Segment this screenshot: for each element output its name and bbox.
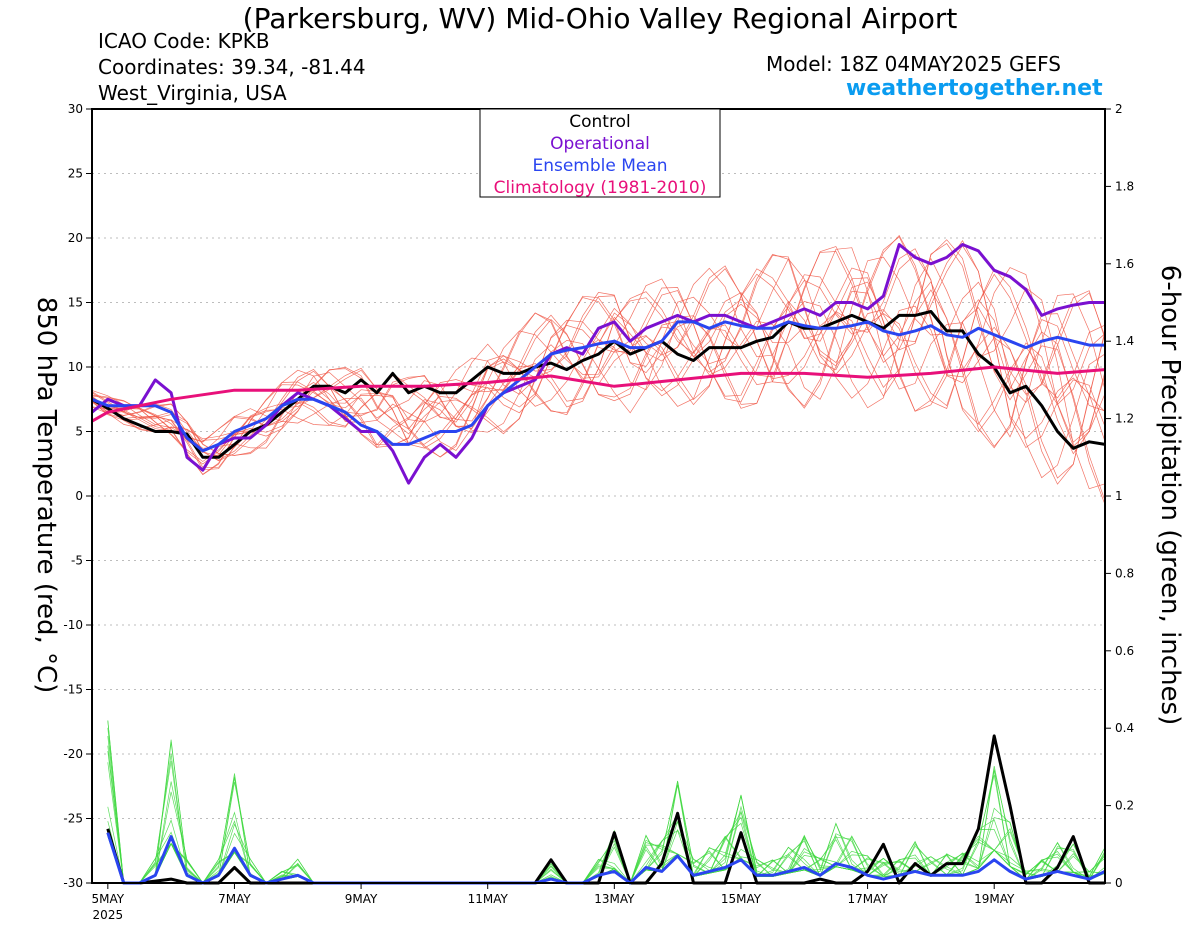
legend-box — [479, 108, 721, 198]
member-temp-line — [91, 268, 1106, 449]
ensemble-members — [91, 234, 1106, 884]
y2-tick-label: 0.4 — [1115, 721, 1134, 735]
y2-tick-label: 1.2 — [1115, 412, 1134, 426]
x-tick-label: 5MAY — [92, 892, 125, 906]
member-temp-line — [91, 236, 1106, 485]
y-tick-label: 15 — [68, 296, 83, 310]
x-tick-sublabel: 2025 — [93, 908, 124, 922]
legend-operational: Operational — [550, 134, 650, 154]
legend-ensemble-mean: Ensemble Mean — [532, 156, 667, 176]
y-tick-label: -25 — [63, 812, 83, 826]
y2-tick-label: 2 — [1115, 102, 1123, 116]
member-temp-line — [91, 240, 1106, 456]
y-tick-label: 5 — [75, 425, 83, 439]
y-tick-label: -30 — [63, 876, 83, 890]
member-precip-line — [107, 739, 1106, 884]
y-tick-label: 20 — [68, 231, 83, 245]
model-run: Model: 18Z 04MAY2025 GEFS — [766, 52, 1061, 76]
y2-tick-label: 0 — [1115, 876, 1123, 890]
y-axis-title: 850 hPa Temperature (red, °C) — [31, 297, 61, 694]
axis-ticks: 302520151050-5-10-15-20-25-3021.81.61.41… — [63, 102, 1134, 922]
member-temp-line — [91, 248, 1106, 475]
member-temp-line — [91, 254, 1106, 476]
x-tick-label: 19MAY — [974, 892, 1015, 906]
y-tick-label: -15 — [63, 683, 83, 697]
y-tick-label: 10 — [68, 360, 83, 374]
member-temp-line — [91, 245, 1106, 456]
y2-tick-label: 0.6 — [1115, 644, 1134, 658]
ensemble-mean-temp-line — [91, 320, 1105, 453]
site-link[interactable]: weathertogether.net — [846, 76, 1103, 101]
member-precip-line — [107, 720, 1106, 884]
region: West_Virginia, USA — [98, 81, 287, 105]
y2-tick-label: 1.8 — [1115, 179, 1134, 193]
y2-axis-title: 6-hour Precipitation (green, inches) — [1155, 265, 1185, 725]
y-tick-label: 30 — [68, 102, 83, 116]
member-temp-line — [91, 255, 1106, 446]
legend-climatology: Climatology (1981-2010) — [494, 178, 707, 198]
y2-tick-label: 1.6 — [1115, 257, 1134, 271]
control-temp-line — [91, 310, 1106, 459]
y-tick-label: -10 — [63, 618, 83, 632]
x-tick-label: 7MAY — [218, 892, 251, 906]
x-tick-label: 15MAY — [721, 892, 762, 906]
x-tick-label: 9MAY — [345, 892, 378, 906]
operational-temp-line — [91, 243, 1105, 485]
y-tick-label: 0 — [75, 489, 83, 503]
y2-tick-label: 1 — [1115, 489, 1123, 503]
x-tick-label: 13MAY — [594, 892, 635, 906]
x-tick-label: 17MAY — [847, 892, 888, 906]
legend-control: Control — [569, 112, 630, 132]
x-tick-label: 11MAY — [468, 892, 509, 906]
y-tick-label: 25 — [68, 167, 83, 181]
grid — [92, 173, 1105, 819]
control-precip-line — [106, 734, 1105, 885]
chart-title: (Parkersburg, WV) Mid-Ohio Valley Region… — [242, 2, 958, 35]
y2-tick-label: 0.8 — [1115, 566, 1134, 580]
member-temp-line — [91, 246, 1106, 468]
y-tick-label: -20 — [63, 747, 83, 761]
y2-tick-label: 1.4 — [1115, 334, 1134, 348]
y-tick-label: -5 — [71, 554, 83, 568]
y2-tick-label: 0.2 — [1115, 799, 1134, 813]
coordinates: Coordinates: 39.34, -81.44 — [98, 55, 366, 79]
ensemble-mean-precip-line — [106, 832, 1106, 885]
climatology-1981-2010-temp-line — [91, 365, 1106, 423]
legend: Control Operational Ensemble Mean Climat… — [479, 108, 721, 198]
icao-code: ICAO Code: KPKB — [98, 29, 270, 53]
member-temp-line — [91, 256, 1106, 479]
